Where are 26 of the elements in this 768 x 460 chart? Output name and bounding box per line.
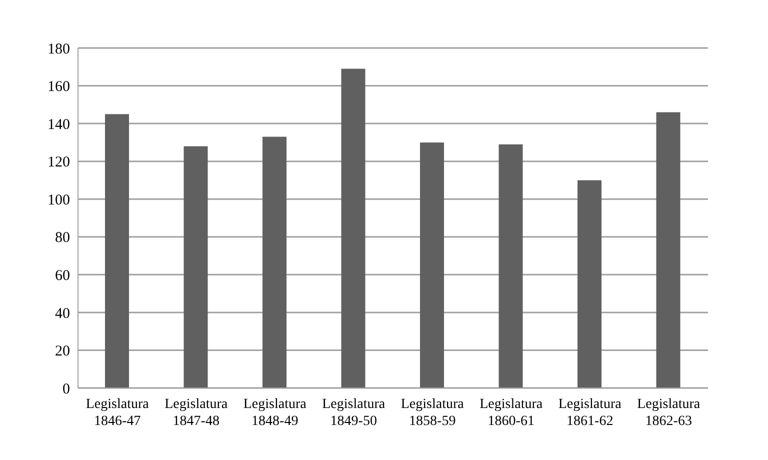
bar <box>420 142 444 388</box>
x-tick-label: Legislatura 1849-50 <box>322 397 386 429</box>
bar <box>184 146 208 388</box>
x-tick-label: Legislatura 1848-49 <box>243 397 308 429</box>
y-tick-label: 100 <box>48 192 70 208</box>
x-tick-label: Legislatura 1862-63 <box>637 397 701 429</box>
x-tick-label: Legislatura 1858-59 <box>400 397 465 429</box>
bar <box>578 180 602 388</box>
y-tick-label: 160 <box>48 79 70 96</box>
bar <box>656 112 680 388</box>
y-tick-label: 180 <box>48 41 70 58</box>
x-tick-label: Legislatura 1861-62 <box>558 397 622 429</box>
x-tick-label: Legislatura 1846-47 <box>86 397 150 429</box>
y-tick-label: 0 <box>62 381 70 398</box>
bar <box>341 68 366 388</box>
y-tick-label: 80 <box>55 230 70 246</box>
y-tick-label: 60 <box>55 268 70 284</box>
x-tick-label: Legislatura 1847-48 <box>164 397 228 429</box>
bar <box>105 114 129 388</box>
y-tick-label: 140 <box>48 116 70 133</box>
y-tick-label: 20 <box>55 344 70 360</box>
y-tick-label: 120 <box>48 154 70 171</box>
bar <box>498 144 523 388</box>
bar <box>262 136 286 388</box>
y-tick-label: 40 <box>55 306 70 322</box>
x-tick-label: Legislatura 1860-61 <box>480 397 544 429</box>
